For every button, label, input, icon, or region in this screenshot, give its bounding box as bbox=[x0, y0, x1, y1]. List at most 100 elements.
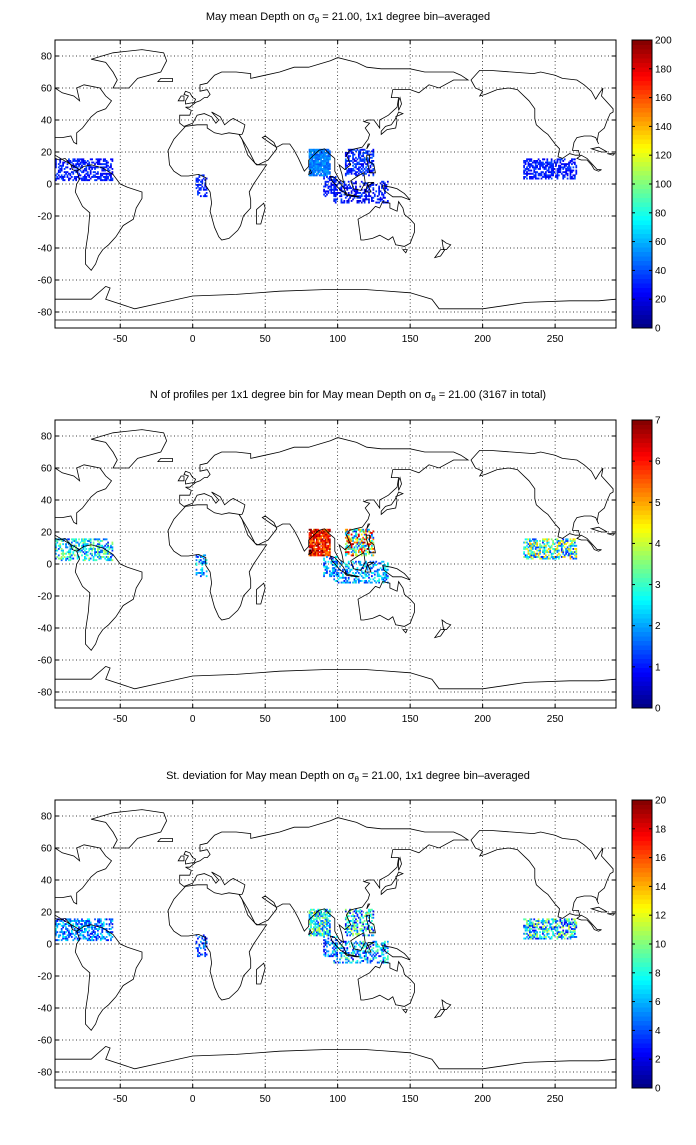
data-cell bbox=[55, 160, 57, 162]
data-cell bbox=[327, 190, 330, 193]
data-cell bbox=[110, 163, 112, 166]
data-cell bbox=[527, 920, 530, 922]
data-cell bbox=[102, 549, 105, 552]
data-cell bbox=[88, 924, 91, 927]
colorbar-tick-label: 20 bbox=[655, 295, 667, 306]
data-cell bbox=[328, 171, 331, 174]
data-cell bbox=[99, 556, 102, 558]
data-cell bbox=[526, 171, 528, 174]
x-tick-label: 50 bbox=[260, 1094, 272, 1105]
data-cell bbox=[572, 928, 575, 930]
data-cell bbox=[79, 926, 82, 929]
data-cell bbox=[91, 166, 93, 169]
data-cell bbox=[350, 160, 353, 162]
data-cell bbox=[323, 166, 325, 169]
data-cell bbox=[371, 196, 373, 199]
data-cell bbox=[526, 921, 528, 924]
data-cell bbox=[66, 176, 69, 178]
colorbar-swatch bbox=[632, 1074, 652, 1080]
data-cell bbox=[334, 193, 337, 196]
data-cell bbox=[524, 168, 527, 170]
colorbar-swatch bbox=[632, 1011, 652, 1017]
data-cell bbox=[544, 171, 547, 174]
data-cell bbox=[91, 552, 93, 555]
data-cell bbox=[69, 556, 72, 558]
data-cell bbox=[327, 953, 330, 956]
data-cell bbox=[553, 918, 556, 921]
data-cell bbox=[385, 575, 388, 578]
data-cell bbox=[571, 160, 573, 162]
data-cell bbox=[366, 198, 369, 201]
data-cell bbox=[343, 576, 346, 579]
data-cell bbox=[197, 953, 199, 956]
data-cell bbox=[373, 580, 376, 582]
data-cell bbox=[368, 916, 370, 919]
data-cell bbox=[310, 150, 312, 153]
data-cell bbox=[346, 552, 349, 555]
data-cell bbox=[378, 193, 381, 196]
data-cell bbox=[328, 573, 331, 576]
data-cell bbox=[333, 190, 336, 193]
data-cell bbox=[562, 168, 565, 170]
y-tick-label: -80 bbox=[38, 1068, 53, 1079]
data-cell bbox=[362, 924, 365, 927]
data-cell bbox=[86, 160, 89, 162]
data-cell bbox=[59, 164, 62, 167]
data-cell bbox=[318, 916, 321, 919]
data-cell bbox=[91, 168, 93, 170]
data-cell bbox=[369, 184, 372, 186]
data-cell bbox=[529, 920, 531, 922]
data-cell bbox=[313, 148, 315, 151]
data-cell bbox=[362, 530, 365, 533]
data-cell bbox=[540, 172, 543, 175]
data-cell bbox=[327, 160, 330, 162]
data-cell bbox=[199, 195, 202, 198]
data-cell bbox=[524, 161, 527, 164]
data-cell bbox=[569, 171, 572, 174]
data-cell bbox=[323, 536, 325, 539]
data-cell bbox=[542, 923, 544, 926]
data-cell bbox=[556, 923, 559, 926]
data-cell bbox=[369, 560, 372, 563]
data-cell bbox=[315, 543, 318, 546]
data-cell bbox=[78, 549, 80, 552]
data-cell bbox=[571, 543, 573, 546]
data-cell bbox=[524, 928, 527, 930]
data-cell bbox=[359, 166, 362, 169]
data-cell bbox=[352, 182, 354, 185]
data-cell bbox=[372, 172, 375, 175]
coastline bbox=[433, 629, 446, 639]
data-cell bbox=[385, 187, 388, 190]
colorbar-swatch bbox=[632, 980, 652, 985]
data-cell bbox=[356, 934, 359, 937]
data-cell bbox=[572, 161, 575, 164]
data-cell bbox=[539, 168, 541, 170]
data-cell bbox=[355, 530, 357, 533]
data-cell bbox=[317, 926, 320, 929]
data-cell bbox=[315, 533, 318, 536]
colorbar-swatch bbox=[632, 487, 652, 493]
colorbar-swatch bbox=[632, 278, 652, 284]
data-cell bbox=[88, 166, 91, 169]
data-cell bbox=[352, 924, 354, 927]
data-cell bbox=[313, 929, 315, 932]
data-cell bbox=[362, 160, 365, 162]
data-cell bbox=[546, 540, 549, 542]
data-cell bbox=[98, 538, 101, 541]
data-cell bbox=[107, 543, 109, 546]
data-cell bbox=[352, 950, 354, 953]
chart-title-main: N of profiles per 1x1 degree bin for May… bbox=[150, 389, 432, 401]
data-cell bbox=[356, 926, 359, 929]
data-cell bbox=[359, 150, 362, 153]
data-cell bbox=[89, 169, 92, 172]
data-cell bbox=[371, 533, 373, 536]
data-cell bbox=[198, 187, 201, 190]
data-cell bbox=[362, 198, 365, 201]
data-cell bbox=[546, 163, 549, 166]
data-cell bbox=[327, 932, 330, 935]
data-cell bbox=[356, 538, 359, 541]
data-cell bbox=[543, 540, 546, 542]
data-cell bbox=[369, 166, 372, 169]
data-cell bbox=[555, 163, 557, 166]
colorbar-swatch bbox=[632, 238, 652, 243]
